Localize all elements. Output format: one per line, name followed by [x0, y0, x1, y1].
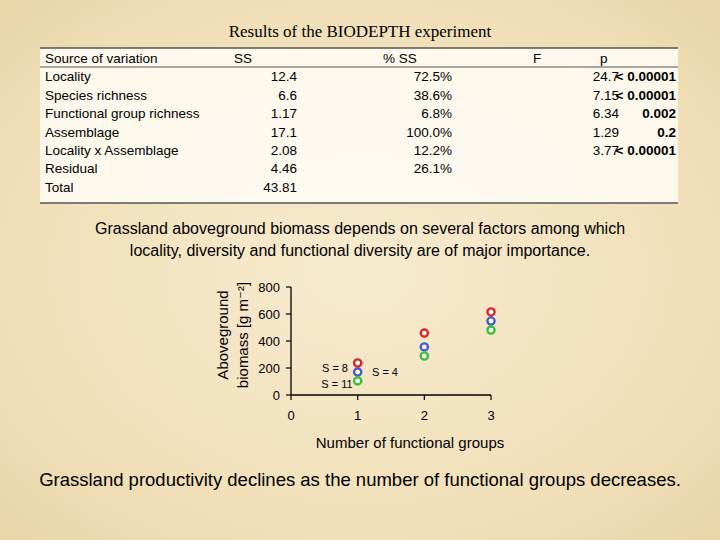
table-cell: Locality [45, 69, 91, 84]
point [421, 352, 428, 359]
table-cell: 72.5% [414, 69, 452, 84]
point [354, 368, 361, 375]
table-cell: Locality x Assemblage [45, 143, 179, 158]
table-cell: Total [45, 180, 74, 195]
table-cell: < 0.00001 [616, 143, 677, 158]
conclusion: Grassland productivity declines as the n… [39, 469, 681, 490]
table-cell: Species richness [45, 88, 147, 103]
table-cell: 100.0% [406, 125, 452, 140]
table-cell: Functional group richness [45, 106, 200, 121]
y-tick [286, 286, 291, 287]
column-header: Source of variation [45, 51, 158, 66]
table-cell: 12.4 [271, 69, 298, 84]
y-tick [286, 394, 291, 395]
y-tick-label: 0 [273, 388, 280, 403]
point [354, 359, 361, 366]
table-cell: 0.002 [642, 106, 676, 121]
table-cell: < 0.00001 [616, 69, 677, 84]
points [354, 308, 495, 384]
x-tick-label: 3 [487, 408, 494, 423]
x-tick-label: 0 [287, 408, 294, 423]
caption: locality, diversity and functional diver… [130, 242, 590, 259]
table-cell: 4.46 [271, 161, 297, 176]
x-tick-label: 1 [354, 408, 361, 423]
point [421, 343, 428, 350]
table-rule [40, 202, 678, 204]
column-header: F [533, 51, 541, 66]
y-tick [286, 340, 291, 341]
table-cell: 6.34 [593, 106, 620, 121]
chart: 0 200 400 600 800 0 1 2 3 Number of functional gr… [214, 280, 504, 451]
annotation: S = 8 [322, 362, 348, 374]
table-cell: < 0.00001 [616, 88, 677, 103]
x-tick-label: 2 [421, 408, 428, 423]
x-tick [290, 395, 291, 400]
caption: Grassland aboveground biomass depends on… [95, 220, 625, 237]
title: Results of the BIODEPTH experiment [229, 22, 492, 41]
point [487, 326, 494, 333]
y-axis-label: biomass [g m⁻²] [234, 282, 251, 388]
anova-table: Source of variation SS % SS Fp Locality 12.4 7… [40, 48, 678, 203]
x-tick [490, 395, 491, 400]
y-axis-label: Aboveground [214, 290, 231, 379]
table-background [40, 48, 678, 203]
table-cell: Assemblage [45, 125, 119, 140]
y-tick [286, 367, 291, 368]
table-cell: 6.8% [421, 106, 452, 121]
y-tick-label: 400 [258, 334, 280, 349]
x-tick [424, 395, 425, 400]
table-rule [40, 67, 678, 68]
column-header: p [600, 51, 608, 66]
point [487, 317, 494, 324]
table-cell: 43.81 [263, 180, 297, 195]
y-tick-label: 200 [258, 361, 280, 376]
page: Results of the BIODEPTH experiment Source… [0, 0, 720, 540]
table-cell: 17.1 [271, 125, 297, 140]
x-tick [357, 395, 358, 400]
table-cell: 12.2% [414, 143, 452, 158]
y-tick-label: 600 [258, 307, 280, 322]
y-tick [286, 313, 291, 314]
annotation: S = 11 [321, 378, 352, 390]
table-rule [40, 47, 678, 49]
table-cell: 1.17 [271, 106, 297, 121]
point [354, 377, 361, 384]
column-header: % SS [383, 51, 417, 66]
x-axis-label: Number of functional groups [316, 434, 504, 451]
table-cell: 1.29 [593, 125, 619, 140]
table-cell: Residual [45, 161, 98, 176]
annotation: S = 4 [372, 366, 398, 378]
x-axis [291, 394, 491, 395]
point [487, 308, 494, 315]
table-cell: 0.2 [657, 125, 676, 140]
table-cell: 2.08 [271, 143, 297, 158]
y-tick-label: 800 [258, 280, 280, 295]
table-cell: 26.1% [414, 161, 452, 176]
table-cell: 6.6 [278, 88, 297, 103]
table-cell: 38.6% [414, 88, 452, 103]
column-header: SS [234, 51, 252, 66]
point [421, 329, 428, 336]
